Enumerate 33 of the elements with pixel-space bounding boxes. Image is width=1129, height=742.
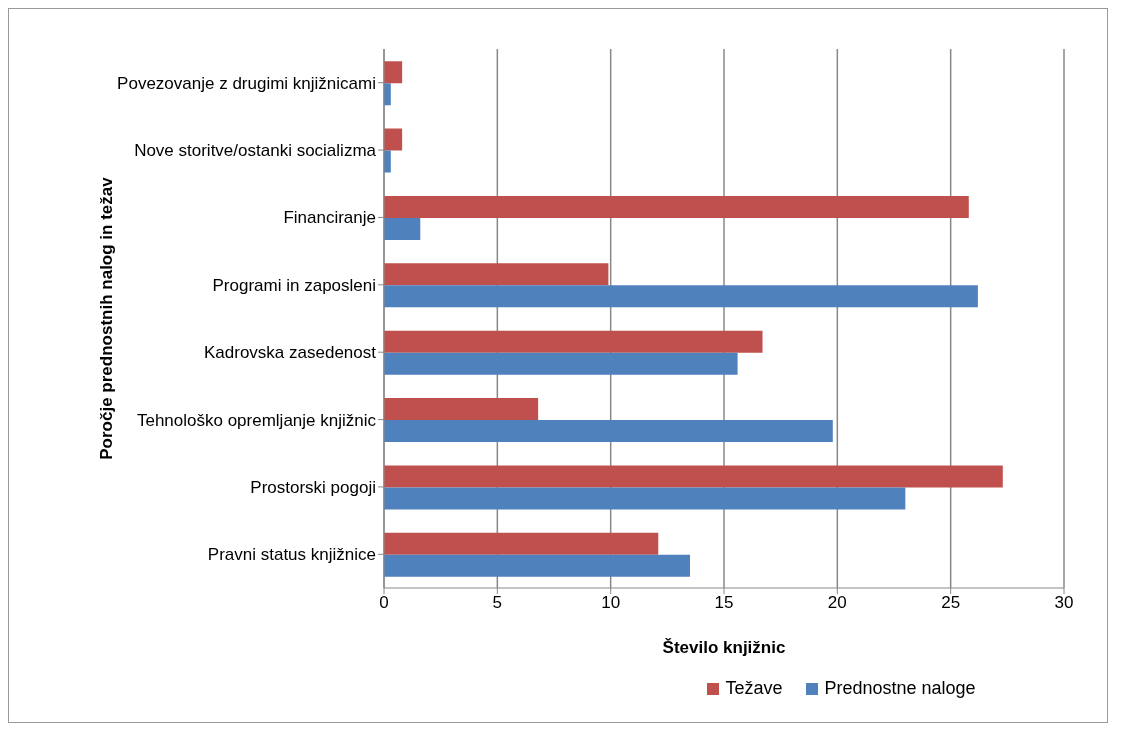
x-tick-label: 25 <box>941 593 961 613</box>
bar <box>384 465 1003 488</box>
x-tick-label: 30 <box>1054 593 1074 613</box>
y-tick-label: Tehnološko opremljanje knjižnic <box>136 410 377 430</box>
x-axis-title: Število knjižnic <box>662 638 786 657</box>
bar <box>384 554 690 577</box>
bar <box>384 352 738 375</box>
x-tick-label: 10 <box>601 593 621 613</box>
y-tick-label: Prostorski pogoji <box>250 477 376 497</box>
bar <box>384 487 906 510</box>
bar <box>384 420 833 442</box>
bar <box>384 128 403 151</box>
y-tick-label: Financiranje <box>283 208 376 228</box>
bar <box>384 532 659 555</box>
bar <box>384 195 969 218</box>
bar <box>384 61 403 84</box>
x-tick-label: 20 <box>827 593 847 613</box>
legend-label: Prednostne naloge <box>824 678 976 699</box>
x-tick-label: 5 <box>492 593 503 613</box>
y-axis-title: Poročje prednostnih nalog in težav <box>97 176 116 460</box>
y-tick-label: Nove storitve/ostanki socializma <box>134 141 377 161</box>
y-tick-label: Povezovanje z drugimi knjižnicami <box>117 73 376 93</box>
bar <box>384 263 609 286</box>
y-tick-label: Pravni status knjižnice <box>207 545 376 565</box>
bar <box>384 398 539 420</box>
x-tick-label: 0 <box>379 593 389 613</box>
y-tick-label: Programi in zaposleni <box>212 275 376 295</box>
bar <box>384 330 763 353</box>
bar <box>384 285 978 308</box>
legend-label: Težave <box>725 678 783 699</box>
bar <box>384 217 421 240</box>
x-tick-label: 15 <box>714 593 734 613</box>
y-tick-label: Kadrovska zasedenost <box>204 343 377 363</box>
